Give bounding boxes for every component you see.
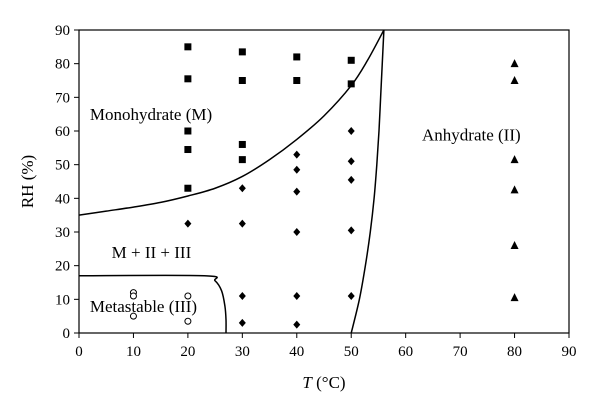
diamond-point [347,291,355,300]
x-tick-label: 70 [453,344,468,360]
triangle-point [510,59,519,68]
diamond-point [238,291,246,300]
diamond-point [293,228,301,236]
square-point [293,53,301,61]
anhydrate-boundary [350,29,385,334]
square-point [238,48,246,56]
square-point [184,127,192,135]
x-axis-title-symbol: T [302,373,313,392]
diamond-point [238,184,246,193]
triangle-point [510,240,519,249]
x-tick-label: 10 [126,344,141,360]
diamond-point [184,219,192,228]
boundaries-layer [78,29,385,334]
y-tick-label: 90 [55,23,70,39]
diamond-point [347,127,355,135]
y-tick-label: 50 [55,158,70,174]
diamond-point [238,219,246,228]
square-point [184,43,192,51]
points-layer [129,43,519,329]
metastable-boundary [78,274,227,334]
diamond-point [293,165,301,174]
square-point [238,140,246,148]
triangle-point [510,155,519,164]
region-label: Monohydrate (M) [90,105,212,124]
square-point [347,80,355,88]
diamond-point [293,320,301,329]
diamond-point [293,291,301,300]
square-point [293,77,301,84]
x-axis-title: T (°C) [302,373,345,392]
y-tick-label: 60 [55,124,70,140]
square-point [184,184,192,192]
y-tick-label: 80 [55,57,70,73]
diamond-point [347,175,355,184]
diamond-point [347,157,355,166]
diamond-point [293,187,301,196]
circle-point [184,317,192,325]
x-tick-label: 80 [507,344,522,360]
triangle-point [510,185,519,194]
y-tick-label: 70 [55,90,70,106]
square-point [347,56,355,64]
triangle-point [510,76,519,84]
diamond-point [238,318,246,327]
diamond-point [347,226,355,235]
square-point [238,77,246,84]
x-tick-label: 60 [398,344,413,360]
x-tick-label: 40 [289,344,304,360]
y-tick-label: 30 [55,225,70,241]
square-point [238,156,246,164]
square-point [184,75,192,83]
diamond-point [293,150,301,159]
region-label: Metastable (III) [90,297,197,316]
square-point [184,146,192,154]
plot-frame [78,29,570,334]
x-tick-label: 90 [562,344,577,360]
triangle-point [510,293,519,302]
x-tick-label: 0 [75,344,83,360]
x-axis-title-unit: (°C) [312,373,346,392]
x-tick-label: 20 [180,344,195,360]
circle-point [129,312,137,320]
x-tick-label: 30 [235,344,250,360]
region-label: Anhydrate (II) [422,125,521,144]
y-tick-label: 0 [63,326,71,342]
circle-point [184,292,192,300]
x-tick-label: 50 [344,344,359,360]
circle-point [129,292,137,300]
region-label: M + II + III [112,243,192,262]
ticks-layer: 0 10 20 30 40 50 60 70 80 90 0 10 20 30 40 50 60 70 80 90 [55,23,577,360]
region-labels-layer: Monohydrate (M) Anhydrate (II) M + II + II… [90,105,521,316]
y-tick-label: 40 [55,191,70,207]
y-tick-label: 10 [55,292,70,308]
y-tick-label: 20 [55,259,70,275]
y-axis-title: RH (%) [18,155,37,208]
